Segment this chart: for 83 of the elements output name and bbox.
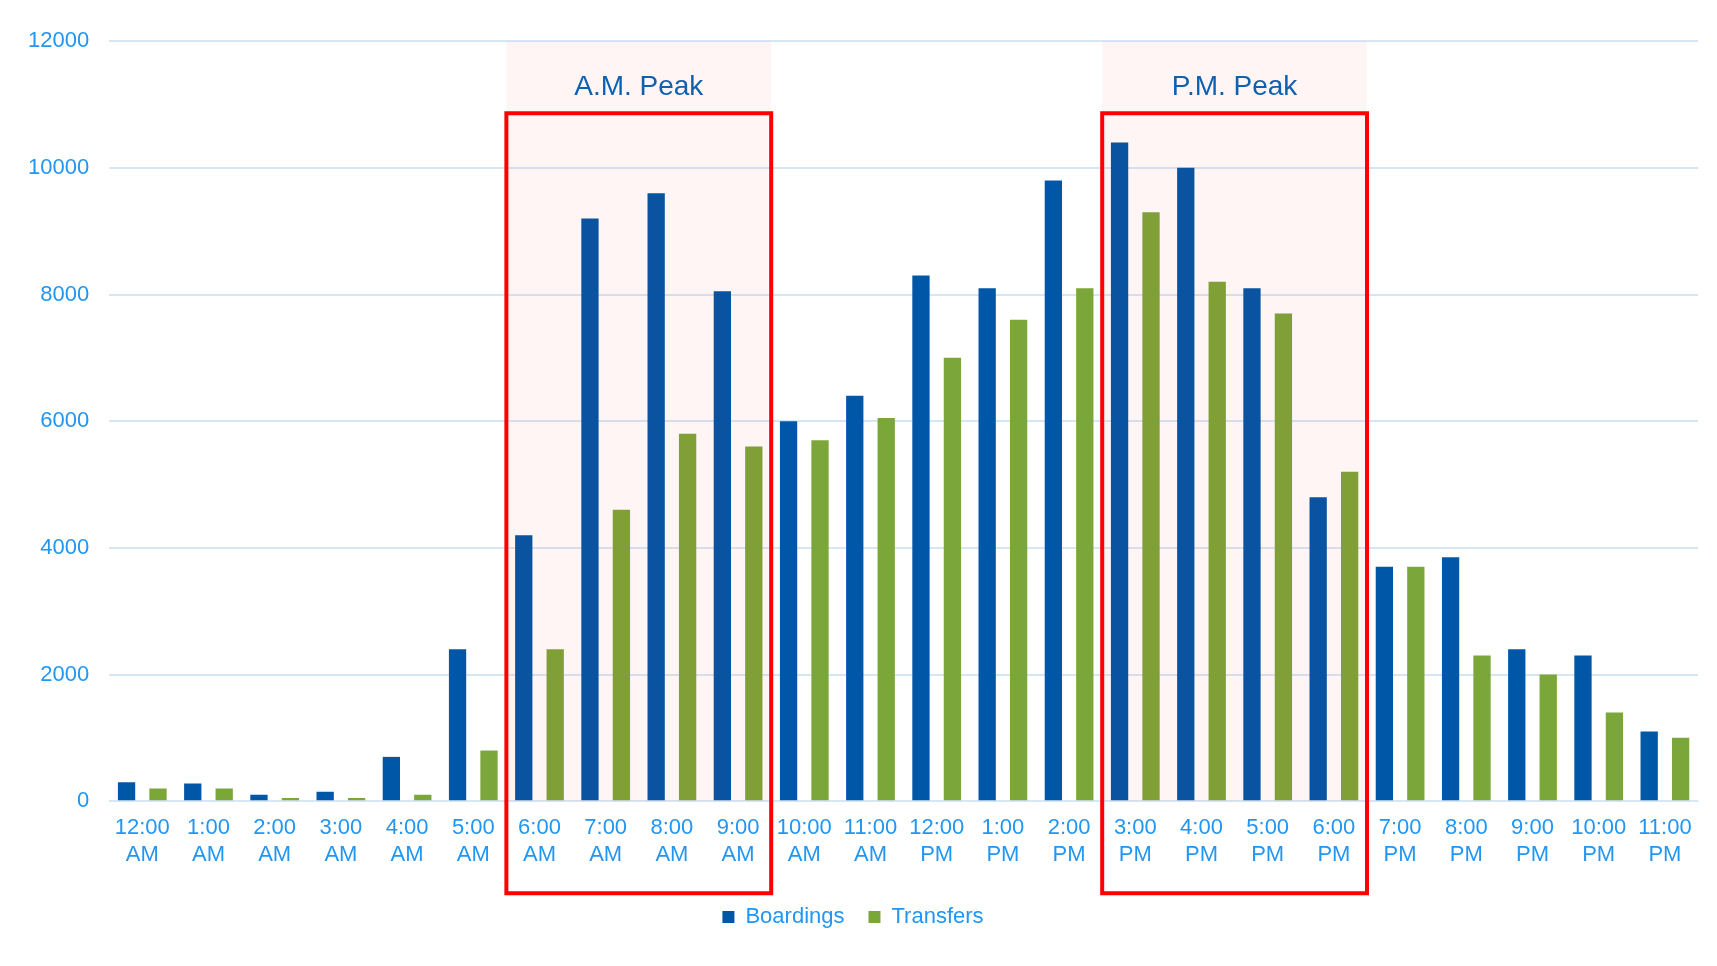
bar — [846, 395, 864, 801]
x-tick-label: 2:00 AM — [253, 814, 297, 866]
bar — [382, 756, 401, 801]
x-tick-label: 12:00 AM — [114, 814, 170, 866]
x-tick-label: 8:00 AM — [650, 814, 694, 866]
bar — [779, 421, 798, 801]
bar — [1441, 557, 1460, 801]
bar — [1274, 313, 1293, 801]
x-tick-label: 4:00 PM — [1180, 814, 1223, 866]
bar — [1044, 180, 1063, 801]
bar — [943, 357, 962, 801]
bar — [480, 750, 498, 801]
bar — [316, 791, 334, 801]
bar — [678, 433, 697, 801]
y-tick-label: 10000 — [27, 153, 90, 179]
x-tick-label: 1:00 AM — [187, 814, 230, 866]
bar — [515, 535, 533, 801]
x-tick-label: 3:00 PM — [1113, 814, 1157, 866]
bar — [250, 794, 268, 801]
x-tick-label: 1:00 PM — [981, 814, 1025, 866]
bar — [546, 649, 564, 801]
bar — [1177, 167, 1195, 801]
bar — [1407, 566, 1425, 801]
legend-label: Transfers — [891, 903, 984, 929]
bar — [215, 788, 233, 801]
bar — [1574, 655, 1592, 801]
bar — [1340, 471, 1359, 801]
bar — [1309, 497, 1327, 801]
x-tick-label: 4:00 AM — [385, 814, 429, 866]
x-tick-label: 8:00 PM — [1444, 814, 1488, 866]
x-tick-label: 9:00 AM — [716, 814, 760, 866]
bar — [811, 440, 829, 801]
band-label: P.M. Peak — [1171, 69, 1299, 101]
bar — [1605, 712, 1624, 801]
x-tick-label: 6:00 PM — [1312, 814, 1356, 866]
bar — [414, 794, 432, 801]
bar — [1671, 737, 1690, 801]
bar — [281, 798, 300, 801]
x-tick-label: 7:00 AM — [584, 814, 628, 866]
x-tick-label: 5:00 PM — [1246, 814, 1290, 866]
bar — [1208, 281, 1226, 801]
bar — [1375, 566, 1394, 801]
bar — [448, 649, 467, 801]
bar — [1640, 731, 1658, 801]
legend-label: Boardings — [745, 903, 845, 929]
bar — [1539, 674, 1557, 801]
bar — [581, 218, 599, 801]
x-tick-label: 3:00 AM — [319, 814, 363, 866]
bar — [184, 783, 202, 801]
bar — [713, 291, 732, 801]
x-tick-label: 2:00 PM — [1047, 814, 1091, 866]
x-tick-label: 9:00 PM — [1511, 814, 1554, 866]
x-tick-label: 10:00 AM — [776, 814, 832, 866]
band-label: A.M. Peak — [574, 69, 705, 101]
bar — [1142, 212, 1160, 801]
y-tick-label: 4000 — [40, 533, 90, 559]
y-tick-label: 8000 — [40, 280, 90, 306]
x-tick-label: 6:00 AM — [518, 814, 561, 866]
bar — [912, 275, 930, 801]
bar — [1009, 319, 1028, 801]
y-tick-label: 6000 — [40, 407, 90, 433]
bar — [1473, 655, 1491, 801]
bar — [978, 288, 996, 801]
x-tick-label: 11:00 AM — [843, 814, 898, 866]
bar — [1110, 142, 1129, 801]
bar — [117, 782, 136, 801]
x-tick-label: 7:00 PM — [1378, 814, 1422, 866]
y-tick-label: 12000 — [27, 27, 90, 53]
x-tick-label: 11:00 PM — [1638, 814, 1692, 866]
bar — [149, 788, 167, 801]
bar — [877, 418, 895, 801]
bar — [347, 798, 366, 801]
bar — [1243, 288, 1261, 801]
bar — [745, 446, 763, 801]
y-tick-label: 0 — [76, 787, 90, 813]
x-tick-label: 5:00 AM — [451, 814, 495, 866]
x-tick-label: 12:00 PM — [909, 814, 965, 866]
bar — [1508, 649, 1526, 801]
y-tick-label: 2000 — [40, 660, 90, 686]
bar — [612, 509, 631, 801]
bar — [1076, 288, 1094, 801]
bar — [647, 193, 665, 801]
x-tick-label: 10:00 PM — [1571, 814, 1627, 866]
